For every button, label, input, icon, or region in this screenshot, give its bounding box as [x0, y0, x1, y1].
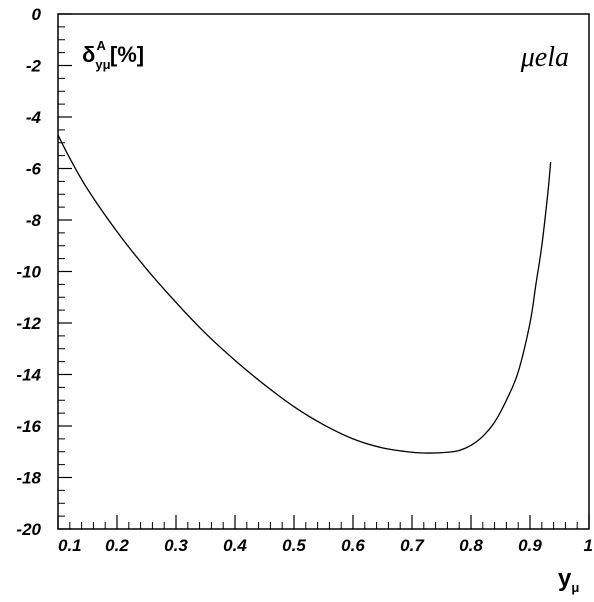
ticks	[57, 13, 590, 530]
x-tick-label: 1	[584, 536, 593, 555]
y-axis-label-sub: yμ	[95, 57, 110, 72]
series-line	[57, 134, 552, 454]
y-tick-label: -2	[26, 57, 42, 76]
y-axis-label-unit: [%]	[110, 42, 144, 67]
y-tick-label: -8	[26, 211, 42, 230]
x-tick-label: 0.1	[58, 536, 82, 555]
series-layer	[57, 134, 552, 454]
x-tick-label: 0.5	[282, 536, 306, 555]
x-axis-label-sub: μ	[571, 580, 579, 595]
y-tick-label: -14	[16, 366, 41, 385]
y-tick-label: -16	[16, 417, 41, 436]
y-tick-label: -18	[16, 469, 41, 488]
y-tick-label: 0	[32, 5, 42, 24]
x-tick-label: 0.2	[105, 536, 129, 555]
x-tick-label: 0.8	[459, 536, 483, 555]
plot-frame	[57, 13, 590, 530]
y-tick-label: -20	[16, 520, 41, 539]
y-axis-label-sup: A	[97, 38, 107, 53]
tick-labels: 0.1 0.2 0.3 0.4 0.5 0.6 0.7 0.8 0.9 1 0 -2 -4 -6 -8 -10…	[16, 5, 593, 555]
y-tick-label: -10	[16, 263, 41, 282]
x-tick-label: 0.6	[341, 536, 365, 555]
x-tick-label: 0.4	[223, 536, 247, 555]
annotation-label: μela	[520, 42, 569, 73]
x-axis-label: yμ	[558, 565, 579, 595]
x-tick-label: 0.3	[164, 536, 188, 555]
y-tick-label: -6	[26, 160, 42, 179]
y-tick-label: -12	[16, 314, 41, 333]
x-tick-label: 0.9	[518, 536, 542, 555]
y-tick-label: -4	[26, 108, 42, 127]
x-axis-label-main: y	[558, 565, 572, 592]
y-axis-label-greek: δ	[82, 42, 95, 67]
y-axis-label: δyμ A [%]	[82, 38, 144, 72]
x-tick-label: 0.7	[400, 536, 425, 555]
